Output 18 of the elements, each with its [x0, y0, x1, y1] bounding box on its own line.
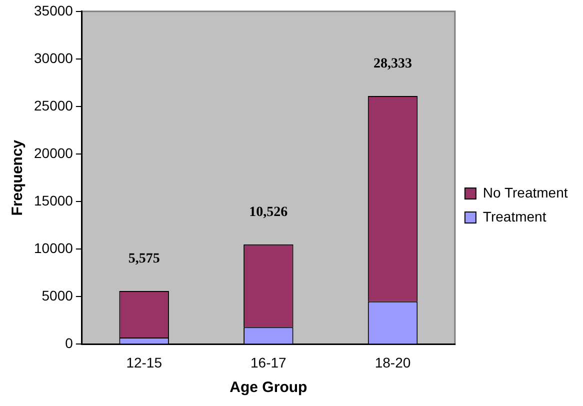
y-tick-label: 30000: [34, 50, 74, 66]
annotation: 10,526: [249, 204, 288, 220]
y-tick-label: 0: [65, 335, 74, 352]
x-tick-label: 12-15: [126, 354, 162, 370]
y-axis-title: Frequency: [9, 139, 26, 216]
y-tick-label: 20000: [34, 144, 74, 161]
y-tick-label: 25000: [34, 97, 74, 114]
annotation: 5,575: [128, 252, 160, 267]
y-tick-label: 15000: [34, 192, 74, 208]
annotation: 28,333: [374, 56, 412, 72]
y-tick-label: 35000: [34, 2, 74, 18]
x-tick-label: 16-17: [250, 354, 287, 370]
x-tick-label: 18-20: [374, 354, 411, 370]
y-tick-label: 10000: [34, 240, 74, 256]
legend-label: Treatment: [482, 208, 546, 224]
x-axis-title: Age Group: [230, 379, 308, 396]
y-tick-label: 5000: [42, 288, 74, 304]
legend-label: No Treatment: [482, 184, 568, 200]
